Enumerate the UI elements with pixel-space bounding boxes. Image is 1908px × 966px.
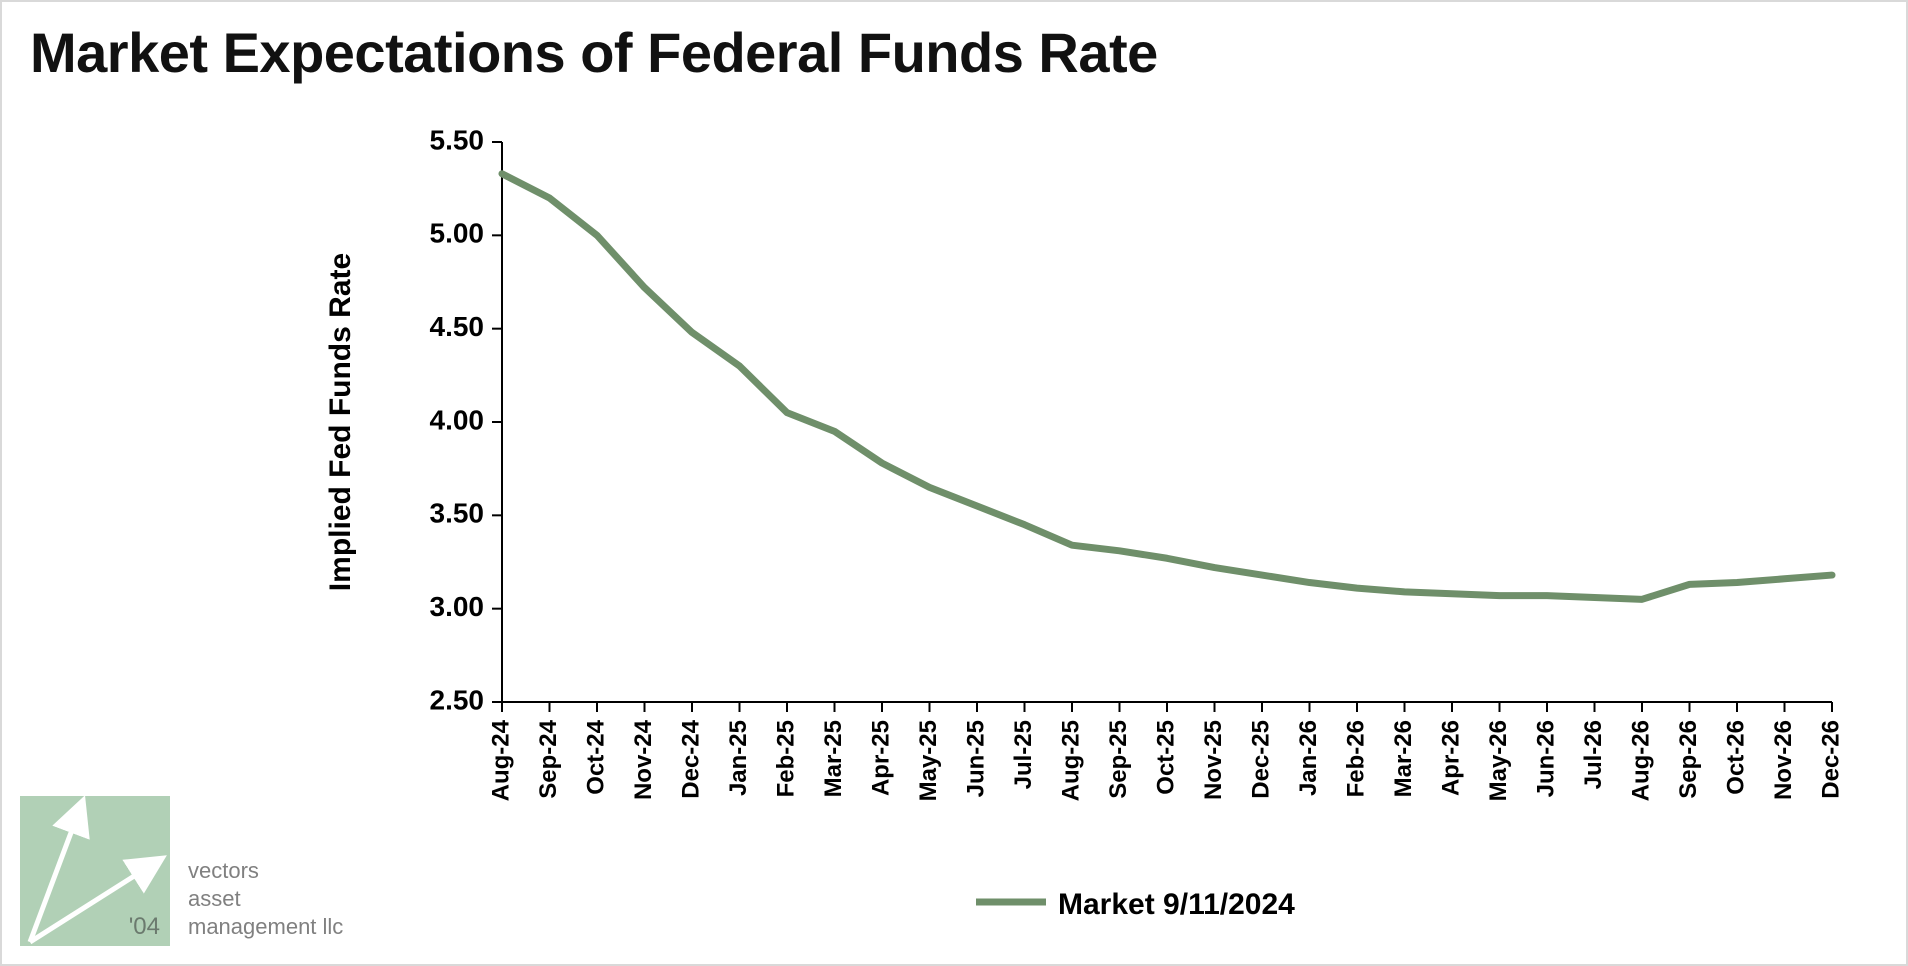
svg-text:Feb-26: Feb-26 bbox=[1342, 720, 1369, 797]
svg-text:Nov-25: Nov-25 bbox=[1200, 720, 1227, 800]
company-logo: '04 vectors asset management llc bbox=[20, 776, 440, 946]
svg-text:Oct-26: Oct-26 bbox=[1722, 720, 1749, 795]
svg-text:5.50: 5.50 bbox=[430, 124, 485, 155]
svg-text:Jul-26: Jul-26 bbox=[1580, 720, 1607, 789]
svg-text:Sep-24: Sep-24 bbox=[535, 719, 562, 798]
chart-container: 2.50 3.00 3.50 4.00 4.50 5.00 5.50 Aug-24 Sep-24… bbox=[282, 112, 1862, 932]
svg-text:vectors: vectors bbox=[188, 858, 259, 883]
svg-text:Apr-25: Apr-25 bbox=[867, 720, 894, 796]
svg-text:Dec-24: Dec-24 bbox=[677, 719, 704, 798]
svg-text:Apr-26: Apr-26 bbox=[1437, 720, 1464, 796]
svg-text:Jan-26: Jan-26 bbox=[1295, 720, 1322, 796]
svg-text:May-25: May-25 bbox=[915, 720, 942, 801]
svg-text:Dec-26: Dec-26 bbox=[1817, 720, 1844, 799]
line-chart: 2.50 3.00 3.50 4.00 4.50 5.00 5.50 Aug-24 Sep-24… bbox=[282, 112, 1862, 932]
svg-text:asset: asset bbox=[188, 886, 241, 911]
svg-text:May-26: May-26 bbox=[1485, 720, 1512, 801]
svg-text:Jan-25: Jan-25 bbox=[725, 720, 752, 796]
svg-text:Dec-25: Dec-25 bbox=[1247, 720, 1274, 799]
chart-frame: Market Expectations of Federal Funds Rat… bbox=[0, 0, 1908, 966]
svg-text:Mar-25: Mar-25 bbox=[820, 720, 847, 797]
svg-text:'04: '04 bbox=[129, 913, 160, 940]
svg-text:Market 9/11/2024: Market 9/11/2024 bbox=[1058, 888, 1295, 921]
svg-text:Oct-25: Oct-25 bbox=[1152, 720, 1179, 795]
svg-text:Implied Fed Funds Rate: Implied Fed Funds Rate bbox=[324, 253, 357, 591]
svg-text:Mar-26: Mar-26 bbox=[1390, 720, 1417, 797]
svg-text:3.00: 3.00 bbox=[430, 591, 485, 622]
svg-text:Aug-24: Aug-24 bbox=[487, 719, 514, 801]
svg-text:2.50: 2.50 bbox=[430, 684, 485, 715]
svg-text:management llc: management llc bbox=[188, 914, 343, 939]
svg-text:Nov-24: Nov-24 bbox=[630, 719, 657, 800]
svg-text:Feb-25: Feb-25 bbox=[772, 720, 799, 797]
svg-text:Sep-26: Sep-26 bbox=[1675, 720, 1702, 799]
svg-text:Aug-25: Aug-25 bbox=[1057, 720, 1084, 801]
svg-text:Jun-25: Jun-25 bbox=[962, 720, 989, 797]
svg-text:Aug-26: Aug-26 bbox=[1627, 720, 1654, 801]
svg-text:Nov-26: Nov-26 bbox=[1770, 720, 1797, 800]
svg-text:3.50: 3.50 bbox=[430, 498, 485, 529]
svg-text:Oct-24: Oct-24 bbox=[582, 719, 609, 794]
svg-text:4.00: 4.00 bbox=[430, 404, 485, 435]
page-title: Market Expectations of Federal Funds Rat… bbox=[30, 20, 1158, 85]
svg-text:Jul-25: Jul-25 bbox=[1010, 720, 1037, 789]
svg-text:Sep-25: Sep-25 bbox=[1105, 720, 1132, 799]
svg-text:5.00: 5.00 bbox=[430, 218, 485, 249]
svg-text:4.50: 4.50 bbox=[430, 311, 485, 342]
svg-text:Jun-26: Jun-26 bbox=[1532, 720, 1559, 797]
